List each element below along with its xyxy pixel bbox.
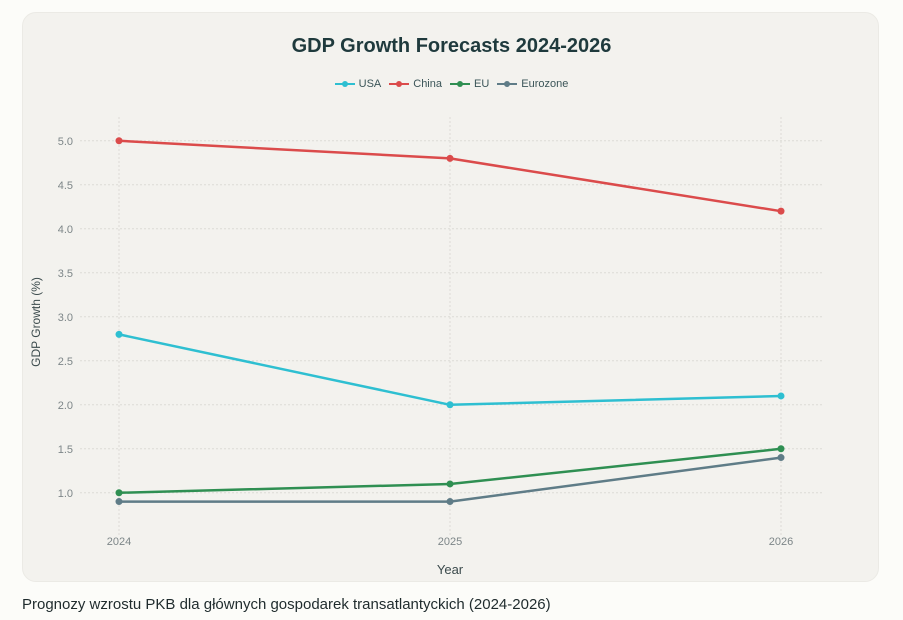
y-tick-label: 3.5 (58, 268, 73, 280)
y-tick-label: 2.5 (58, 356, 73, 368)
legend-swatch-eurozone (497, 81, 518, 87)
series-line-china (118, 139, 782, 213)
legend-item-usa[interactable]: USA (334, 78, 382, 90)
data-point-usa (115, 330, 123, 338)
legend-swatch-usa (334, 81, 355, 87)
data-point-usa (777, 392, 785, 400)
data-point-eurozone (115, 498, 123, 506)
figure-caption: Prognozy wzrostu PKB dla głównych gospod… (22, 596, 551, 613)
x-tick-label: 2026 (769, 536, 793, 548)
y-tick-label: 3.0 (58, 312, 73, 324)
legend-item-eurozone[interactable]: Eurozone (497, 78, 568, 90)
y-tick-label: 4.0 (58, 224, 73, 236)
legend-label-china: China (413, 78, 442, 90)
legend-label-eurozone: Eurozone (521, 78, 569, 90)
data-point-china (115, 137, 123, 145)
x-tick-label: 2024 (107, 536, 131, 548)
y-axis-label: GDP Growth (%) (29, 277, 43, 367)
y-tick-label: 1.0 (58, 488, 73, 500)
legend-swatch-eu (450, 81, 470, 87)
legend-label-eu: EU (474, 78, 490, 90)
legend-item-china[interactable]: China (389, 78, 442, 90)
x-tick-label: 2025 (438, 536, 462, 548)
data-point-eurozone (446, 498, 454, 506)
y-tick-label: 5.0 (58, 136, 73, 148)
data-point-china (446, 154, 454, 162)
data-point-eurozone (777, 454, 785, 462)
data-point-eu (446, 480, 454, 488)
data-point-usa (446, 401, 454, 409)
data-point-eu (777, 445, 785, 453)
y-tick-label: 2.0 (58, 400, 73, 412)
data-point-eu (115, 489, 123, 497)
y-tick-label: 4.5 (58, 180, 73, 192)
series-line-eurozone (119, 456, 782, 503)
x-axis-label: Year (437, 562, 464, 577)
y-tick-label: 1.5 (58, 444, 73, 456)
legend-label-usa: USA (358, 78, 382, 90)
data-point-china (777, 207, 785, 215)
chart-title: GDP Growth Forecasts 2024-2026 (291, 35, 612, 57)
legend-swatch-china (389, 81, 410, 87)
legend-item-eu[interactable]: EU (450, 78, 489, 90)
chart-legend: USA China EU Eurozone (0, 78, 903, 90)
